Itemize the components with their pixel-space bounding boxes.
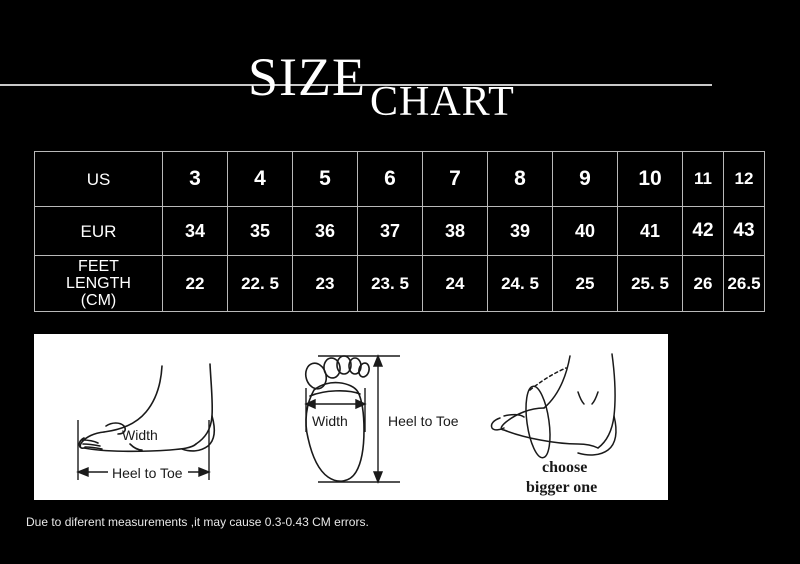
cell-eur-42: 42 <box>682 206 724 256</box>
measurement-disclaimer: Due to diferent measurements ,it may cau… <box>26 515 369 529</box>
foot-side-icon: Width Heel to Toe <box>76 363 216 482</box>
cell-us-4: 4 <box>227 151 293 207</box>
table-row: FEET LENGTH (CM) 22 22. 5 23 23. 5 24 24… <box>34 255 765 312</box>
row-header-us: US <box>34 151 163 207</box>
cell-eur-35: 35 <box>227 206 293 256</box>
tape-note-line2: bigger one <box>526 479 597 496</box>
cell-eur-38: 38 <box>422 206 488 256</box>
foot-side-view-diagram: Width Heel to Toe <box>44 334 264 500</box>
foot-tape-measure-diagram: choose bigger one <box>474 334 668 500</box>
cell-us-3: 3 <box>162 151 228 207</box>
cell-us-11: 11 <box>682 151 724 207</box>
cell-len-9: 26 <box>682 255 724 312</box>
cell-eur-36: 36 <box>292 206 358 256</box>
cell-len-6: 24. 5 <box>487 255 553 312</box>
row-header-line1: FEET <box>78 258 119 275</box>
cell-eur-40: 40 <box>552 206 618 256</box>
row-header-line3: (CM) <box>80 292 117 309</box>
table-row: US 3 4 5 6 7 8 9 10 11 12 <box>34 151 765 207</box>
row-header-eur: EUR <box>34 206 163 256</box>
row-header-feet-length: FEET LENGTH (CM) <box>34 255 163 312</box>
side-length-label: Heel to Toe <box>112 465 183 481</box>
cell-len-4: 23. 5 <box>357 255 423 312</box>
cell-len-5: 24 <box>422 255 488 312</box>
cell-us-9: 9 <box>552 151 618 207</box>
size-chart-table: US 3 4 5 6 7 8 9 10 11 12 EUR 34 35 36 3… <box>34 151 765 312</box>
cell-us-12: 12 <box>723 151 765 207</box>
sole-width-label: Width <box>312 413 348 429</box>
cell-us-8: 8 <box>487 151 553 207</box>
cell-eur-37: 37 <box>357 206 423 256</box>
cell-us-7: 7 <box>422 151 488 207</box>
cell-eur-43: 43 <box>723 206 765 256</box>
cell-len-3: 23 <box>292 255 358 312</box>
foot-tape-icon: choose bigger one <box>490 353 617 496</box>
cell-len-1: 22 <box>162 255 228 312</box>
cell-eur-39: 39 <box>487 206 553 256</box>
side-width-label: Width <box>122 427 158 443</box>
tape-note-line1: choose <box>542 459 587 476</box>
cell-len-2: 22. 5 <box>227 255 293 312</box>
title-divider <box>0 84 712 86</box>
cell-us-5: 5 <box>292 151 358 207</box>
measurement-diagram-panel: Width Heel to Toe <box>34 334 668 500</box>
cell-eur-34: 34 <box>162 206 228 256</box>
cell-len-8: 25. 5 <box>617 255 683 312</box>
cell-us-6: 6 <box>357 151 423 207</box>
foot-sole-view-diagram: Width Heel to Toe <box>272 334 472 500</box>
title-chart-text: CHART <box>370 79 515 125</box>
cell-len-10: 26.5 <box>723 255 765 312</box>
cell-len-7: 25 <box>552 255 618 312</box>
page-title: SIZE CHART <box>0 24 800 125</box>
table-row: EUR 34 35 36 37 38 39 40 41 42 43 <box>34 206 765 256</box>
sole-length-label: Heel to Toe <box>388 413 459 429</box>
cell-us-10: 10 <box>617 151 683 207</box>
cell-eur-41: 41 <box>617 206 683 256</box>
title-size-text: SIZE <box>248 47 366 107</box>
row-header-line2: LENGTH <box>66 275 131 292</box>
foot-sole-icon: Width Heel to Toe <box>304 354 459 484</box>
